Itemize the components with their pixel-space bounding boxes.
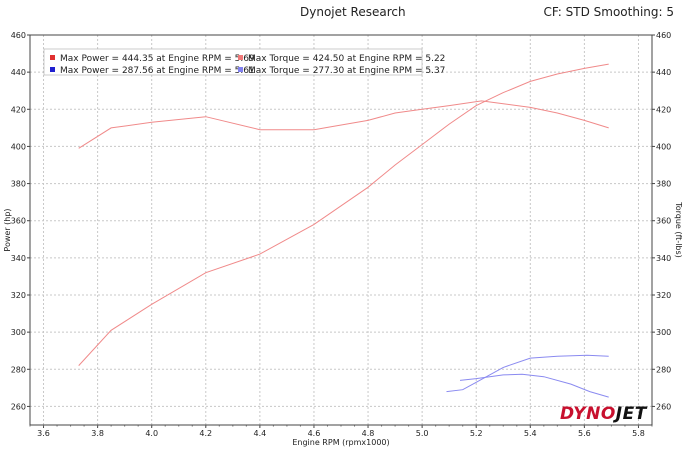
legend-entry-4: Max Torque = 277.30 at Engine RPM = 5.37 <box>248 66 445 76</box>
x-tick-label: 4.2 <box>199 429 212 438</box>
y2-tick-label: 280 <box>656 365 671 374</box>
legend-marker-1 <box>50 55 55 60</box>
y2-tick-label: 380 <box>656 180 671 189</box>
y2-tick-label: 440 <box>656 68 671 77</box>
y-tick-label: 320 <box>11 291 26 300</box>
series-line-2 <box>78 100 609 149</box>
correction-factor-label: CF: STD Smoothing: 5 <box>543 5 674 19</box>
x-tick-label: 4.6 <box>308 429 321 438</box>
grid <box>30 34 652 425</box>
y-tick-label: 420 <box>11 105 26 114</box>
legend: Max Power = 444.35 at Engine RPM = 5.69M… <box>43 48 445 76</box>
y2-axis-label: Torque (ft-lbs) <box>674 201 683 258</box>
legend-marker-2 <box>238 55 243 60</box>
dynojet-logo: DYNOJET <box>560 404 647 424</box>
y-tick-label: 460 <box>11 31 26 40</box>
x-axis-label: Engine RPM (rpmx1000) <box>292 438 389 447</box>
x-tick-label: 5.8 <box>632 429 645 438</box>
series-line-1 <box>78 63 609 366</box>
y2-tick-label: 260 <box>656 402 671 411</box>
legend-marker-4 <box>238 67 243 72</box>
x-tick-label: 3.6 <box>37 429 50 438</box>
legend-entry-1: Max Power = 444.35 at Engine RPM = 5.69 <box>60 54 255 64</box>
x-tick-label: 5.6 <box>578 429 591 438</box>
y-tick-label: 300 <box>11 328 26 337</box>
y-tick-label: 340 <box>11 254 26 263</box>
y-tick-label: 260 <box>11 402 26 411</box>
logo-part-jet: JET <box>615 404 647 424</box>
legend-entry-3: Max Power = 287.56 at Engine RPM = 5.61 <box>60 66 255 76</box>
y2-tick-label: 420 <box>656 105 671 114</box>
y-tick-label: 360 <box>11 217 26 226</box>
chart-title: Dynojet Research <box>300 5 406 19</box>
y2-tick-label: 360 <box>656 217 671 226</box>
y2-tick-label: 340 <box>656 254 671 263</box>
legend-box <box>43 48 423 76</box>
series-line-4 <box>459 373 609 398</box>
y2-ticks: 260 280 300 320 340 360 380 400 420 440 460 <box>652 31 671 411</box>
legend-marker-3 <box>50 67 55 72</box>
y2-tick-label: 400 <box>656 142 671 151</box>
y-axis-label: Power (hp) <box>3 208 12 251</box>
x-tick-label: 4.0 <box>145 429 158 438</box>
legend-entry-2: Max Torque = 424.50 at Engine RPM = 5.22 <box>248 54 445 64</box>
x-tick-label: 5.2 <box>470 429 483 438</box>
x-tick-label: 5.0 <box>416 429 429 438</box>
x-tick-label: 5.4 <box>524 429 537 438</box>
y2-tick-label: 320 <box>656 291 671 300</box>
y-tick-label: 440 <box>11 68 26 77</box>
y-tick-label: 280 <box>11 365 26 374</box>
x-tick-label: 4.8 <box>362 429 375 438</box>
y-tick-label: 400 <box>11 142 26 151</box>
y-tick-label: 380 <box>11 180 26 189</box>
x-tick-label: 3.8 <box>91 429 104 438</box>
series-line-3 <box>446 354 609 393</box>
series <box>78 63 609 398</box>
logo-part-dyno: DYNO <box>560 404 616 424</box>
x-tick-label: 4.4 <box>254 429 267 438</box>
y-ticks: 260 280 300 320 340 360 380 400 420 440 460 <box>11 31 30 411</box>
plot-frame <box>29 34 653 426</box>
y2-tick-label: 460 <box>656 31 671 40</box>
x-ticks: 3.6 3.8 4.0 4.2 4.4 4.6 4.8 5.0 5.2 5.4 5.6 5.8 <box>29 425 653 438</box>
y2-tick-label: 300 <box>656 328 671 337</box>
